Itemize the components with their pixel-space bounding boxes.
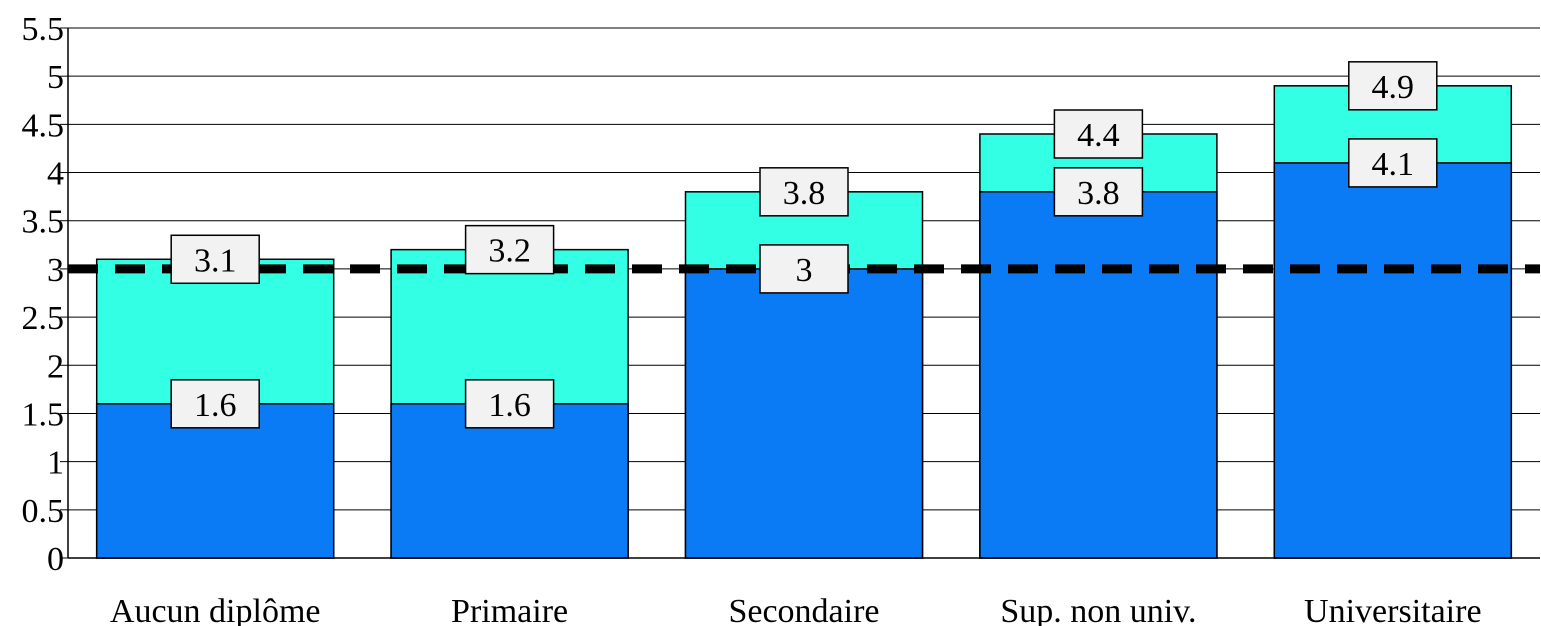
y-tick-label: 0: [47, 541, 64, 578]
bar-lower: [1273, 162, 1513, 559]
data-label-box: [1348, 61, 1438, 111]
y-tick-label: 2.5: [22, 300, 65, 337]
y-tick-label: 5: [47, 59, 64, 96]
data-label: 1.6: [194, 387, 237, 424]
data-label-box: [464, 224, 555, 275]
data-label: 3.8: [1077, 175, 1120, 212]
data-label-box: [1053, 167, 1144, 217]
bar-lower: [979, 191, 1218, 559]
y-tick-label: 4: [47, 156, 64, 193]
x-category-label: Secondaire: [728, 593, 879, 626]
axes: 0 0.5 1 1.5 2 2.5 3 3.5 4 4.5 5 5.5 Aucun diplôme Pri…: [22, 11, 1540, 626]
data-label-box: [1348, 138, 1438, 188]
y-tick-label: 3.5: [22, 204, 65, 241]
x-category-label: Sup. non univ.: [1000, 593, 1196, 626]
data-label: 3.1: [194, 242, 237, 279]
y-tick-label: 0.5: [22, 493, 65, 530]
data-label-box: [1053, 109, 1144, 159]
data-labels: 3.1 1.6 3.2 1.6 3.8 3 4.4 3.8 4.9 4.1: [170, 61, 1438, 429]
y-tick-label: 1.5: [22, 396, 65, 433]
data-label-box: [759, 167, 849, 217]
data-label: 4.1: [1372, 146, 1415, 183]
data-label: 4.9: [1372, 69, 1415, 106]
data-label-box: [170, 234, 260, 285]
x-category-label: Aucun diplôme: [110, 593, 321, 626]
data-label: 4.4: [1077, 117, 1120, 154]
data-label-box: [170, 379, 260, 429]
x-category-label: Primaire: [451, 593, 568, 626]
y-tick-label: 5.5: [22, 11, 65, 48]
data-label-box: [759, 244, 849, 294]
bar-lower: [95, 403, 335, 559]
data-label: 3.8: [783, 175, 826, 212]
data-label: 1.6: [488, 387, 531, 424]
bars: [95, 85, 1513, 559]
y-tick-label: 4.5: [22, 107, 65, 144]
y-tick-label: 2: [47, 348, 64, 385]
x-category-label: Universitaire: [1304, 593, 1482, 626]
y-tick-label: 1: [47, 445, 64, 482]
data-label-box: [464, 379, 555, 429]
data-label: 3: [796, 252, 813, 289]
bar-lower: [684, 268, 924, 559]
y-tick-label: 3: [47, 252, 64, 289]
data-label: 3.2: [488, 233, 531, 270]
